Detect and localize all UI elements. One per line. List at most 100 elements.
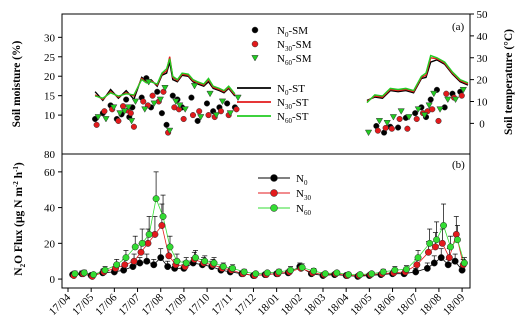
y2-tick-label: 30 bbox=[477, 53, 489, 65]
moisture-point-N30-SM bbox=[382, 124, 389, 131]
legend-label-N0-SM: N0-SM bbox=[277, 25, 308, 39]
moisture-point-N60-SM bbox=[94, 114, 102, 121]
flux-point-N60 bbox=[210, 259, 218, 267]
moisture-point-N30-SM bbox=[101, 108, 108, 115]
flux-point-N60 bbox=[113, 261, 121, 269]
legend-marker-N60-SM bbox=[251, 55, 259, 62]
y-tick-label: 10 bbox=[44, 110, 56, 122]
moisture-point-N30-SM bbox=[140, 98, 147, 105]
flux-point-N60 bbox=[201, 257, 209, 265]
moisture-point-N30-SM bbox=[233, 106, 240, 113]
legend-label-N30-ST: N30-ST bbox=[277, 97, 309, 111]
moisture-point-N0-SM bbox=[169, 92, 176, 99]
flux-point-N60 bbox=[414, 254, 422, 262]
temperature-line-N60-ST bbox=[366, 54, 469, 104]
flux-point-N60 bbox=[152, 195, 160, 203]
flux-point-N60 bbox=[229, 264, 237, 272]
flux-point-N60 bbox=[454, 236, 461, 244]
moisture-point-N60-SM bbox=[375, 118, 384, 125]
y2-tick-label: 0 bbox=[479, 118, 485, 130]
moisture-point-N30-SM bbox=[180, 115, 187, 123]
moisture-point-N0-SM bbox=[395, 124, 402, 131]
temperature-line-N60-ST bbox=[94, 58, 236, 99]
x-tick-label: 17/12 bbox=[232, 292, 258, 318]
moisture-point-N60-SM bbox=[218, 98, 227, 106]
moisture-point-N30-SM bbox=[443, 90, 450, 97]
flux-point-N0 bbox=[143, 257, 151, 265]
flux-point-N60 bbox=[379, 268, 387, 276]
flux-point-N0 bbox=[157, 254, 165, 262]
panel-b-flux-series bbox=[69, 171, 468, 280]
moisture-point-N60-SM bbox=[116, 110, 124, 117]
flux-point-N30 bbox=[130, 257, 138, 265]
legend-label-N60-SM: N60-SM bbox=[277, 53, 312, 67]
flux-point-N60 bbox=[219, 263, 227, 271]
moisture-point-N60-SM bbox=[102, 116, 110, 123]
x-tick-label: 18/06 bbox=[371, 291, 398, 318]
moisture-point-N30-SM bbox=[130, 123, 137, 130]
moisture-point-N60-SM bbox=[145, 79, 153, 86]
moisture-point-N30-SM bbox=[127, 110, 134, 117]
legend-marker-N30-SM bbox=[251, 40, 259, 48]
flux-point-N0 bbox=[430, 259, 438, 267]
y-tick-label: 60 bbox=[44, 167, 56, 179]
flux-point-N60 bbox=[192, 254, 199, 262]
moisture-point-N60-SM bbox=[127, 118, 136, 125]
panel-b-y-axis: 0 20 40 60 bbox=[44, 167, 62, 286]
moisture-point-N60-SM bbox=[459, 86, 467, 94]
legend-label-N0: N0 bbox=[296, 173, 308, 187]
moisture-point-N0-SM bbox=[188, 94, 195, 101]
flux-point-N60 bbox=[145, 230, 153, 238]
moisture-point-N0-SM bbox=[412, 110, 419, 117]
moisture-point-N0-SM bbox=[427, 96, 434, 103]
flux-point-N60 bbox=[90, 271, 97, 279]
moisture-point-N0-SM bbox=[194, 117, 201, 124]
panel-a-label: (a) bbox=[452, 21, 465, 33]
moisture-point-N30-SM bbox=[189, 112, 197, 119]
x-tick-label: 18/09 bbox=[441, 291, 468, 318]
moisture-point-N60-SM bbox=[197, 114, 205, 121]
flux-point-N60 bbox=[182, 259, 190, 267]
moisture-point-N60-SM bbox=[430, 90, 438, 98]
flux-point-N30 bbox=[413, 261, 421, 269]
legend-marker-N30 bbox=[270, 189, 278, 197]
moisture-point-N60-SM bbox=[397, 108, 405, 115]
moisture-point-N60-SM bbox=[420, 112, 429, 119]
flux-point-N0 bbox=[451, 257, 459, 265]
flux-point-N30 bbox=[445, 254, 453, 262]
moisture-point-N60-SM bbox=[212, 112, 220, 119]
moisture-point-N60-SM bbox=[190, 83, 199, 90]
flux-point-N60 bbox=[426, 239, 434, 247]
y-tick-label: 15 bbox=[44, 91, 56, 103]
y-tick-label: 0 bbox=[50, 274, 56, 286]
flux-point-N0 bbox=[444, 261, 452, 269]
flux-point-N30 bbox=[425, 248, 432, 256]
panel-b-label: (b) bbox=[452, 159, 465, 171]
moisture-point-N0-SM bbox=[203, 100, 211, 107]
flux-point-N60 bbox=[403, 265, 410, 273]
flux-point-N60 bbox=[166, 243, 174, 251]
moisture-point-N30-SM bbox=[149, 92, 156, 99]
flux-point-N60 bbox=[252, 270, 260, 278]
moisture-point-N60-SM bbox=[161, 85, 169, 92]
y-tick-label: 30 bbox=[44, 32, 56, 44]
legend-marker-N60 bbox=[270, 204, 278, 212]
moisture-point-N30-SM bbox=[93, 121, 100, 128]
moisture-point-N60-SM bbox=[226, 110, 234, 117]
flux-point-N60 bbox=[368, 270, 376, 278]
flux-point-N0 bbox=[423, 264, 431, 272]
flux-point-N60 bbox=[173, 257, 181, 265]
flux-point-N60 bbox=[460, 259, 468, 267]
legend-marker-N0 bbox=[270, 174, 278, 182]
flux-point-N0 bbox=[164, 263, 172, 271]
x-tick-label: 17/08 bbox=[140, 291, 167, 318]
flux-point-N60 bbox=[263, 269, 271, 277]
moisture-point-N60-SM bbox=[383, 120, 391, 127]
flux-point-N30 bbox=[438, 239, 446, 247]
y2-tick-label: 50 bbox=[477, 9, 489, 21]
moisture-point-N0-SM bbox=[224, 100, 231, 107]
x-tick-label: 17/06 bbox=[93, 291, 120, 318]
legend-label-N30: N30 bbox=[296, 188, 311, 202]
